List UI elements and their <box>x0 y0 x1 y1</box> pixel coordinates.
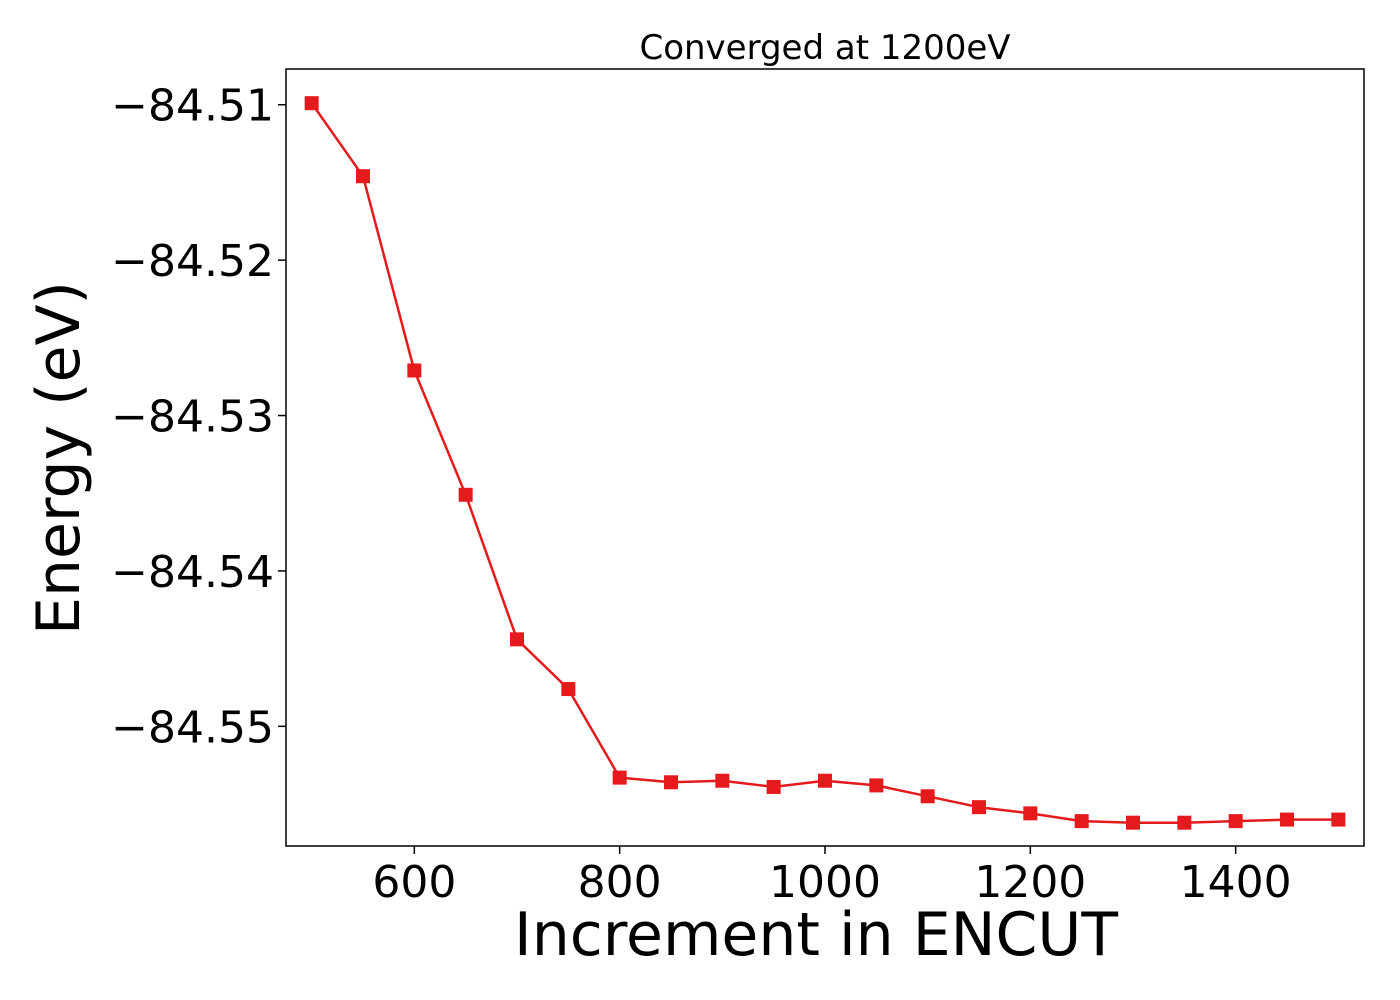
data-point-marker <box>458 487 473 502</box>
x-axis-label: Increment in ENCUT <box>514 900 1118 970</box>
data-point-marker <box>920 789 935 804</box>
plot-area <box>304 96 1346 830</box>
data-point-marker <box>1228 814 1243 829</box>
data-point-marker <box>766 779 781 794</box>
data-point-marker <box>1126 815 1140 830</box>
data-point-marker <box>869 778 884 793</box>
data-point-marker <box>612 770 627 785</box>
x-tick-label: 600 <box>372 857 456 908</box>
y-tick-label: −84.52 <box>111 236 274 287</box>
data-point-marker <box>1280 812 1294 827</box>
y-tick-label: −84.54 <box>111 547 274 598</box>
data-point-marker <box>715 773 730 788</box>
data-point-marker <box>818 773 832 788</box>
y-tick-label: −84.55 <box>111 702 274 753</box>
data-point-marker <box>407 363 422 378</box>
x-axis-ticks: 600 800 1000 1200 1400 <box>372 846 1292 908</box>
x-tick-label: 1000 <box>769 857 881 908</box>
data-point-marker <box>1074 814 1089 829</box>
data-point-marker <box>561 682 576 697</box>
data-point-marker <box>304 96 319 111</box>
data-point-marker <box>356 169 370 184</box>
y-tick-label: −84.53 <box>111 392 274 443</box>
y-axis-label: Energy (eV) <box>24 281 94 635</box>
data-point-marker <box>972 800 986 815</box>
y-axis-ticks: −84.51 −84.52 −84.53 −84.54 −84.55 <box>111 81 286 753</box>
x-tick-label: 1400 <box>1180 857 1292 908</box>
x-tick-label: 1200 <box>974 857 1086 908</box>
data-point-marker <box>1023 806 1038 821</box>
data-point-marker <box>1177 815 1192 830</box>
x-tick-label: 800 <box>578 857 662 908</box>
data-point-marker <box>664 775 678 790</box>
data-point-marker <box>1331 812 1346 827</box>
chart-title: Converged at 1200eV <box>639 28 1010 68</box>
data-point-marker <box>510 632 524 647</box>
y-tick-label: −84.51 <box>111 81 274 132</box>
